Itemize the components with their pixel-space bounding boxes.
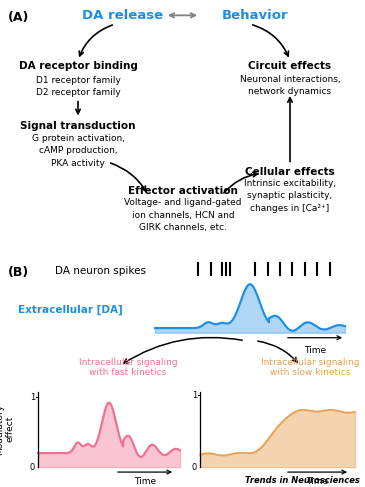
Text: Effector activation: Effector activation bbox=[128, 187, 238, 196]
Text: G protein activation,
cAMP production,
PKA activity: G protein activation, cAMP production, P… bbox=[31, 134, 124, 168]
Text: Neuronal interactions,
network dynamics: Neuronal interactions, network dynamics bbox=[240, 75, 340, 96]
Text: Signal transduction: Signal transduction bbox=[20, 121, 136, 131]
Text: Time: Time bbox=[307, 477, 328, 486]
Text: DA neuron spikes: DA neuron spikes bbox=[55, 266, 146, 276]
Text: 1: 1 bbox=[30, 393, 35, 402]
Text: Time: Time bbox=[304, 346, 326, 355]
Text: D1 receptor family
D2 receptor family: D1 receptor family D2 receptor family bbox=[35, 75, 120, 97]
Text: (A): (A) bbox=[8, 11, 29, 24]
Text: Extracellular [DA]: Extracellular [DA] bbox=[18, 305, 123, 315]
Text: Voltage- and ligand-gated
ion channels, HCN and
GIRK channels, etc.: Voltage- and ligand-gated ion channels, … bbox=[124, 198, 242, 232]
Text: Circuit effects: Circuit effects bbox=[249, 61, 331, 72]
Text: Intracellular signaling
with slow kinetics: Intracellular signaling with slow kineti… bbox=[261, 357, 359, 377]
Text: 0: 0 bbox=[192, 463, 197, 471]
Text: Intracellular signaling
with fast kinetics: Intracellular signaling with fast kineti… bbox=[79, 357, 177, 377]
Text: Intrinsic excitability,
synaptic plasticity,
changes in [Ca²⁺]: Intrinsic excitability, synaptic plastic… bbox=[244, 179, 336, 213]
Text: 0: 0 bbox=[30, 463, 35, 471]
Text: 1: 1 bbox=[192, 391, 197, 400]
Text: Cellular effects: Cellular effects bbox=[245, 167, 335, 177]
Text: DA receptor binding: DA receptor binding bbox=[19, 61, 138, 72]
Text: DA release: DA release bbox=[82, 9, 164, 22]
Text: Trends in Neurosciences: Trends in Neurosciences bbox=[245, 476, 360, 485]
Text: Modulatory
effect: Modulatory effect bbox=[0, 404, 15, 455]
Text: (B): (B) bbox=[8, 266, 29, 279]
Text: Time: Time bbox=[134, 477, 156, 486]
Text: Behavior: Behavior bbox=[222, 9, 288, 22]
